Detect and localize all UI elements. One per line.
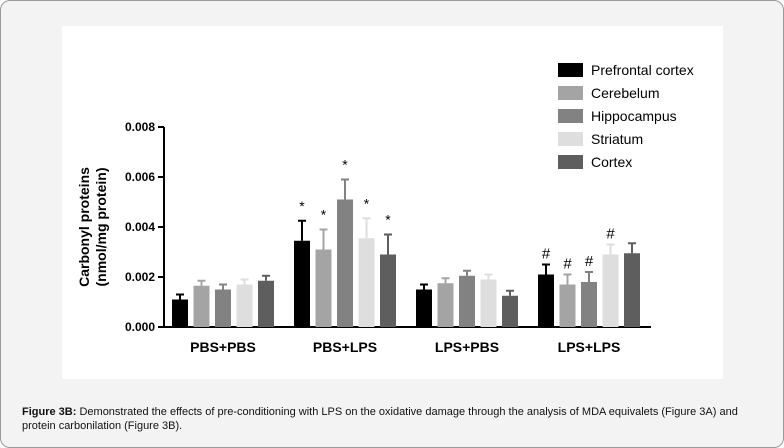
bar [416, 289, 432, 327]
bar [502, 295, 518, 327]
significance-mark: # [542, 246, 551, 263]
y-axis-label-line2: (nmol/mg protein) [93, 168, 109, 287]
y-tick-label: 0.000 [125, 320, 155, 334]
significance-mark: * [321, 207, 327, 223]
legend-label: Cerebelum [591, 85, 659, 101]
significance-mark: # [563, 256, 572, 273]
significance-mark: # [606, 226, 615, 243]
figure-caption: Figure 3B: Demonstrated the effects of p… [22, 405, 770, 433]
legend-swatch [558, 86, 583, 100]
bar [315, 249, 332, 327]
caption-label: Figure 3B: [22, 406, 77, 418]
legend-label: Cortex [591, 154, 632, 170]
legend-swatch [558, 132, 583, 146]
significance-mark: # [585, 253, 594, 270]
x-category-label: LPS+LPS [558, 339, 621, 355]
bar [480, 279, 497, 327]
bar [337, 199, 353, 327]
bar [172, 299, 188, 327]
significance-mark: * [299, 198, 305, 214]
y-tick-label: 0.008 [125, 120, 155, 134]
legend-swatch [558, 109, 583, 123]
legend-label: Prefrontal cortex [591, 62, 694, 78]
bar [602, 254, 619, 327]
bar [294, 240, 310, 327]
bar [193, 285, 210, 327]
legend-label: Striatum [591, 131, 643, 147]
bar [538, 274, 554, 327]
significance-mark: * [342, 157, 348, 173]
caption-text: Demonstrated the effects of pre-conditio… [22, 406, 738, 432]
bar [380, 254, 396, 327]
significance-mark: * [364, 195, 370, 211]
x-category-label: LPS+PBS [435, 339, 499, 355]
y-tick-label: 0.002 [125, 270, 155, 284]
legend-swatch [558, 63, 583, 77]
bar [437, 283, 454, 327]
bar [459, 275, 475, 327]
x-category-label: PBS+PBS [190, 339, 256, 355]
x-category-label: PBS+LPS [313, 339, 377, 355]
legend-swatch [558, 155, 583, 169]
y-tick-label: 0.004 [125, 220, 155, 234]
legend-label: Hippocampus [591, 108, 677, 124]
bar [358, 238, 375, 327]
bar [559, 284, 576, 327]
y-axis-label-line1: Carbonyl proteins [76, 167, 92, 287]
bar-chart: 0.000 0.002 0.004 0.006 0.008 Carbonyl protei… [76, 62, 694, 355]
bar [581, 282, 597, 327]
y-tick-label: 0.006 [125, 170, 155, 184]
bar [624, 253, 640, 327]
bar [215, 289, 231, 327]
bar [236, 284, 253, 327]
bar [258, 280, 274, 327]
significance-mark: * [385, 212, 391, 228]
